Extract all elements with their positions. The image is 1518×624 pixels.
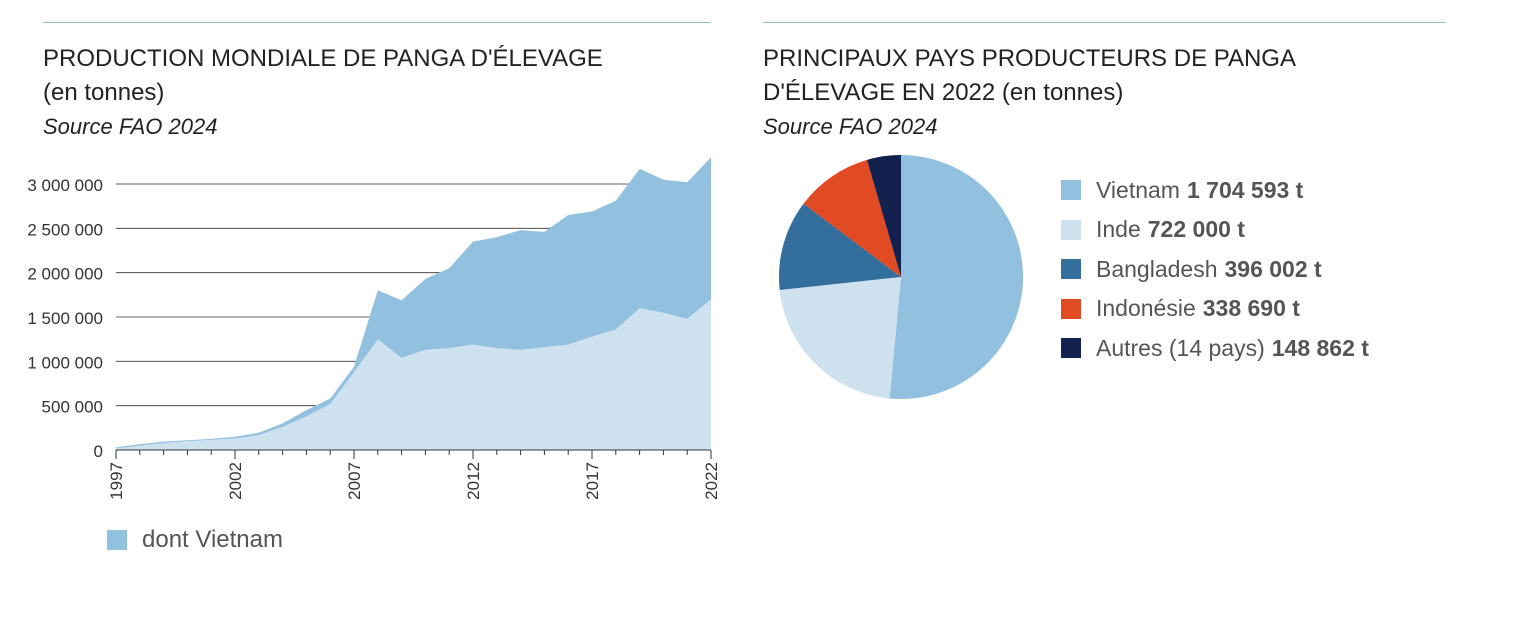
pie-chart-panel: PRINCIPAUX PAYS PRODUCTEURS DE PANGA D'É…: [763, 22, 1446, 422]
area-chart-title-line1: PRODUCTION MONDIALE DE PANGA D'ÉLEVAGE: [43, 45, 603, 72]
pie-legend-value: 338 690 t: [1202, 295, 1300, 321]
legend-label-vietnam: dont Vietnam: [142, 526, 283, 553]
x-tick-label: 2007: [345, 462, 364, 500]
y-tick-label: 2 000 000: [27, 265, 103, 284]
top-rule-right: [763, 22, 1446, 23]
pie-legend-item-indon-sie: Indonésie 338 690 t: [1061, 295, 1300, 321]
pie-chart: [779, 155, 1024, 399]
y-tick-label: 1 500 000: [27, 309, 103, 328]
pie-legend-label: Indonésie: [1096, 295, 1196, 321]
pie-legend-value: 1 704 593 t: [1186, 176, 1304, 203]
pie-legend-item-autres-14-pays-: Autres (14 pays) 148 862 t: [1061, 334, 1369, 361]
y-tick-label: 500 000: [42, 398, 103, 417]
pie-legend-label: Inde: [1096, 216, 1141, 242]
pie-legend-item-vietnam: Vietnam 1 704 593 t: [1061, 176, 1304, 203]
pie-legend-value: 722 000 t: [1147, 216, 1245, 242]
top-rule: [43, 22, 711, 23]
y-tick-label: 0: [94, 442, 103, 461]
area-chart-title: PRODUCTION MONDIALE DE PANGA D'ÉLEVAGE (…: [43, 42, 603, 110]
pie-legend-label: Bangladesh: [1096, 255, 1218, 282]
pie-legend-item-bangladesh: Bangladesh 396 002 t: [1061, 255, 1322, 282]
pie-slice-bangladesh: [779, 203, 901, 290]
y-tick-label: 1 000 000: [27, 353, 103, 372]
x-tick-label: 1997: [107, 462, 126, 500]
pie-legend-swatch: [1061, 180, 1081, 200]
pie-chart-title-line1: PRINCIPAUX PAYS PRODUCTEURS DE PANGA: [763, 45, 1296, 72]
x-tick-label: 2012: [464, 462, 483, 500]
pie-chart-title: PRINCIPAUX PAYS PRODUCTEURS DE PANGA D'É…: [763, 42, 1296, 110]
area-series-vietnam: [116, 299, 711, 450]
pie-legend-swatch: [1061, 338, 1081, 358]
x-tick-label: 2017: [583, 462, 602, 500]
area-chart: 0 500 000 1 000 000 1 500 000 2 000 000 2 500…: [27, 157, 721, 500]
pie-legend-value: 148 862 t: [1271, 334, 1369, 361]
area-chart-source: Source FAO 2024: [43, 114, 218, 139]
pie-slice-autres-14-pays-: [866, 155, 901, 277]
pie-legend-swatch: [1061, 219, 1081, 240]
pie-chart-title-line2: D'ÉLEVAGE EN 2022 (en tonnes): [763, 79, 1124, 106]
area-chart-panel: PRODUCTION MONDIALE DE PANGA D'ÉLEVAGE (…: [43, 22, 711, 582]
x-tick-label: 2002: [226, 462, 245, 500]
area-chart-title-line2: (en tonnes): [43, 79, 165, 106]
pie-slice-vietnam: [889, 155, 1024, 399]
pie-chart-source: Source FAO 2024: [763, 114, 938, 139]
pie-legend-swatch: [1061, 259, 1081, 279]
y-tick-label: 2 500 000: [27, 220, 103, 239]
pie-legend-swatch: [1061, 298, 1081, 319]
pie-legend-label: Vietnam: [1096, 176, 1180, 203]
x-tick-label: 2022: [702, 462, 721, 500]
y-tick-label: 3 000 000: [27, 176, 103, 195]
area-legend-item: dont Vietnam: [107, 526, 283, 553]
pie-legend-value: 396 002 t: [1224, 255, 1322, 282]
pie-legend-item-inde: Inde 722 000 t: [1061, 216, 1245, 242]
pie-slice-inde: [779, 277, 901, 399]
pie-legend: Vietnam 1 704 593 t Inde 722 000 t Banglades…: [1061, 176, 1481, 378]
legend-swatch-vietnam: [107, 530, 127, 550]
pie-slice-indon-sie: [803, 159, 901, 277]
pie-legend-label: Autres (14 pays): [1096, 334, 1265, 361]
